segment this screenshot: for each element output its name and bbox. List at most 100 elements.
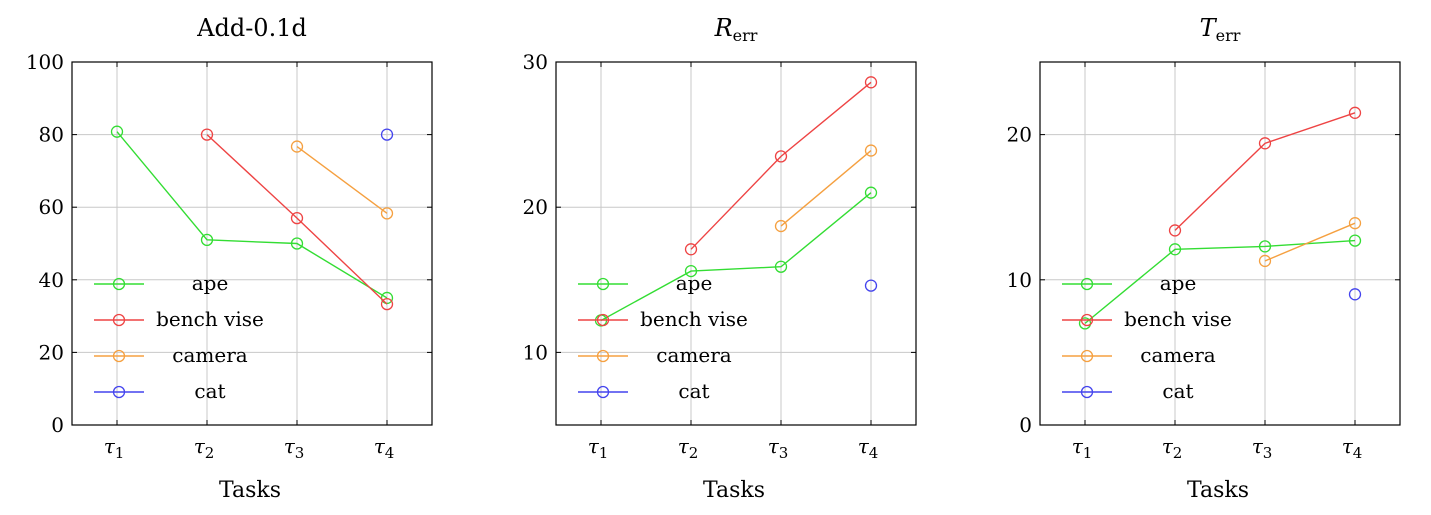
x-tick-label: τ2: [194, 434, 215, 462]
data-point-camera: [290, 140, 304, 153]
legend-marker: [112, 313, 126, 327]
y-tick-label: 20: [1007, 123, 1032, 147]
legend-entry-bench-vise: bench vise: [94, 307, 264, 331]
data-point-bench-vise: [380, 297, 394, 311]
data-point-bench-vise: [684, 243, 698, 256]
chart-title: Add-0.1d: [196, 14, 307, 42]
series-line-bench-vise: [690, 81, 872, 250]
x-tick-label: τ1: [104, 434, 125, 462]
x-axis-label: Tasks: [219, 478, 281, 503]
y-tick-label: 10: [1007, 268, 1032, 292]
x-tick-label: τ3: [1252, 434, 1273, 462]
data-point-ape: [200, 233, 214, 247]
legend-label: camera: [1140, 343, 1215, 367]
y-tick-label: 0: [1019, 413, 1032, 437]
series-line-camera: [780, 150, 872, 227]
data-point-bench-vise: [1348, 106, 1362, 119]
x-tick-label: τ2: [1162, 434, 1183, 462]
data-point-ape: [1348, 234, 1362, 247]
legend-marker: [1080, 349, 1094, 363]
plot-frame: [1039, 61, 1401, 426]
legend-label: ape: [676, 271, 713, 295]
data-point-ape: [290, 237, 304, 250]
legend-entry-camera: camera: [578, 343, 732, 367]
x-axis-label: Tasks: [1187, 478, 1249, 503]
data-point-ape: [110, 125, 124, 138]
data-point-bench-vise: [1258, 137, 1272, 150]
legend-marker: [1080, 385, 1094, 399]
data-point-camera: [1258, 254, 1272, 268]
chart-title: Rerr: [714, 14, 758, 45]
legend-marker: [112, 385, 126, 399]
legend-marker: [1080, 313, 1094, 327]
data-point-ape: [1168, 243, 1182, 256]
chart-panel-3: 0 10 20 τ1 τ2 τ3 τ4 Terr Tasks ape bench vise camer…: [1007, 14, 1401, 503]
y-tick-label: 20: [523, 195, 548, 219]
legend-label: cat: [678, 379, 709, 403]
legend-label: cat: [1162, 379, 1193, 403]
series-line-camera: [1264, 222, 1356, 262]
legend-label: camera: [172, 343, 247, 367]
legend-label: cat: [194, 379, 225, 403]
legend-entry-ape: ape: [578, 271, 712, 295]
legend-entry-camera: camera: [94, 343, 248, 367]
legend-marker: [596, 385, 610, 399]
x-tick-label: τ3: [768, 434, 789, 462]
plot-frame: [71, 61, 433, 426]
x-tick-label: τ4: [374, 434, 395, 462]
chart-title: Terr: [1200, 14, 1241, 45]
legend-entry-bench-vise: bench vise: [578, 307, 748, 331]
chart-panel-1: 0 20 40 60 80 100 τ1 τ2 τ3 τ4 Add-0.1d Tasks ape benc…: [26, 14, 433, 503]
legend-entry-bench-vise: bench vise: [1062, 307, 1232, 331]
x-tick-label: τ1: [1072, 434, 1093, 462]
data-point-bench-vise: [1168, 224, 1182, 237]
series-line-ape: [1084, 239, 1356, 324]
legend-entry-cat: cat: [578, 379, 710, 403]
x-axis-label: Tasks: [703, 478, 765, 503]
legend-marker: [112, 349, 126, 363]
x-tick-label: τ1: [588, 434, 609, 462]
y-tick-label: 20: [39, 340, 64, 364]
legend-marker: [112, 277, 126, 291]
y-tick-label: 0: [51, 413, 64, 437]
legend-marker: [596, 313, 610, 327]
legend-marker: [596, 349, 610, 363]
legend-label: camera: [656, 343, 731, 367]
legend-marker: [1080, 277, 1094, 291]
y-tick-label: 40: [39, 268, 64, 292]
data-point-ape: [774, 260, 788, 273]
plot-frame: [555, 61, 917, 426]
legend-entry-ape: ape: [1062, 271, 1196, 295]
data-point-ape: [1258, 240, 1272, 253]
series-line-camera: [296, 146, 388, 214]
legend-label: bench vise: [1124, 307, 1232, 331]
data-point-bench-vise: [864, 76, 878, 89]
x-tick-label: τ2: [678, 434, 699, 462]
x-tick-label: τ3: [284, 434, 305, 462]
y-tick-label: 100: [26, 50, 64, 74]
legend-label: ape: [1160, 271, 1197, 295]
legend-marker: [596, 277, 610, 291]
data-point-cat: [864, 279, 878, 292]
data-point-bench-vise: [774, 150, 788, 163]
data-point-camera: [380, 207, 394, 220]
y-tick-label: 30: [523, 50, 548, 74]
chart-panel-2: 10 20 30 τ1 τ2 τ3 τ4 Rerr Tasks ape bench vise came…: [523, 14, 917, 503]
legend-label: ape: [192, 271, 229, 295]
series-line-ape: [116, 131, 388, 299]
series-line-bench-vise: [206, 134, 388, 305]
data-point-camera: [864, 144, 878, 157]
legend-label: bench vise: [640, 307, 748, 331]
legend-entry-ape: ape: [94, 271, 228, 295]
y-tick-label: 10: [523, 340, 548, 364]
series-line-ape: [600, 192, 872, 322]
x-tick-label: τ4: [858, 434, 879, 462]
legend-entry-cat: cat: [94, 379, 226, 403]
x-tick-label: τ4: [1342, 434, 1363, 462]
data-point-camera: [774, 219, 788, 233]
data-point-cat: [1348, 288, 1362, 301]
data-point-ape: [684, 264, 698, 278]
data-point-ape: [864, 186, 878, 199]
legend-label: bench vise: [156, 307, 264, 331]
